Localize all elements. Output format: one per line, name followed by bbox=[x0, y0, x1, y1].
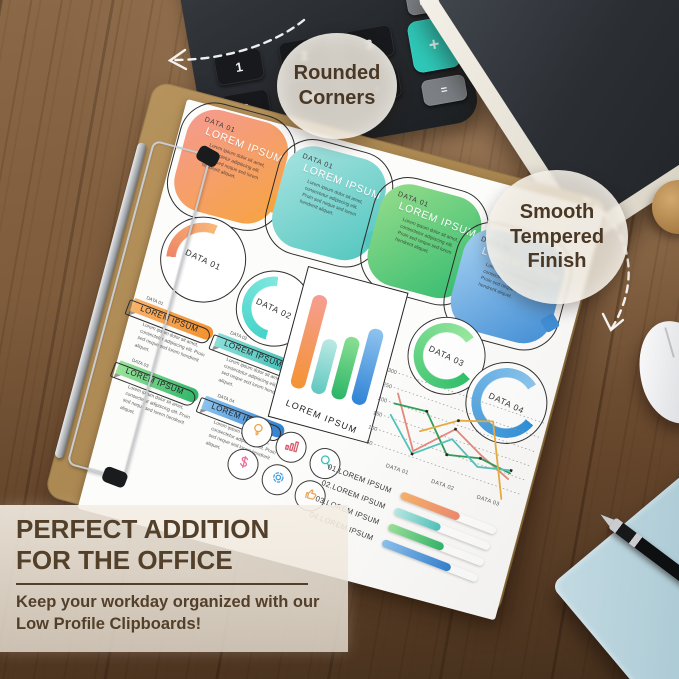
badge-line: Corners bbox=[298, 87, 376, 109]
x-axis-label: DATA 01 bbox=[385, 463, 410, 476]
line-series bbox=[389, 413, 512, 472]
banner-divider bbox=[16, 583, 308, 586]
marketing-banner: PERFECT ADDITION FOR THE OFFICE Keep you… bbox=[0, 505, 348, 652]
ribbon-fold bbox=[199, 408, 207, 416]
infographic-paper: DATA 01 LOREM IPSUM Lorem ipsum dolor sit … bbox=[77, 94, 605, 621]
line-chart: 300 250 200 150 100 50 DATA 01 DATA 02 DATA 03 bbox=[365, 368, 545, 508]
clipboard: DATA 01 LOREM IPSUM Lorem ipsum dolor sit … bbox=[43, 80, 609, 621]
y-tick-label: 200 bbox=[377, 396, 388, 405]
icon-circle bbox=[224, 445, 262, 484]
calc-key-=: = bbox=[420, 73, 469, 107]
lightbulb-icon bbox=[246, 420, 267, 444]
icon-circle bbox=[306, 444, 345, 483]
data-point-marker bbox=[509, 468, 513, 473]
icon-circle bbox=[258, 460, 297, 499]
y-tick-label: 50 bbox=[365, 440, 373, 448]
y-tick-label: 250 bbox=[382, 382, 393, 391]
banner-title-line: PERFECT ADDITION bbox=[16, 514, 270, 544]
dollar-icon bbox=[233, 452, 254, 476]
data-point-marker bbox=[445, 453, 449, 457]
gear-icon bbox=[267, 468, 288, 492]
search-icon bbox=[315, 451, 336, 475]
data-point-marker bbox=[410, 452, 414, 456]
tempered-finish-badge: Smooth Tempered Finish bbox=[486, 170, 628, 304]
icon-circle bbox=[272, 428, 311, 467]
rounded-corners-badge: Rounded Corners bbox=[277, 33, 397, 139]
banner-subtitle-line: Keep your workday organized with our bbox=[16, 593, 320, 612]
y-tick-label: 300 bbox=[387, 368, 398, 377]
data-point-marker bbox=[425, 409, 429, 414]
badge-line: Finish bbox=[527, 250, 587, 273]
line-series bbox=[419, 419, 503, 500]
badge-line: Smooth bbox=[519, 201, 595, 224]
calc-key-1: 1 bbox=[212, 46, 266, 87]
y-tick-label: 150 bbox=[372, 410, 383, 419]
ribbon-fold bbox=[211, 345, 220, 353]
banner-subtitle-line: Low Profile Clipboards! bbox=[16, 614, 202, 633]
data-point-marker bbox=[453, 427, 458, 431]
y-tick-label: 100 bbox=[367, 424, 378, 433]
hand-icon bbox=[300, 484, 321, 508]
x-axis-label: DATA 03 bbox=[476, 494, 501, 507]
badge-line: Rounded bbox=[293, 62, 381, 84]
data-point-marker bbox=[478, 456, 483, 461]
data-point-marker bbox=[456, 419, 461, 423]
x-axis-label: DATA 02 bbox=[430, 479, 455, 492]
banner-title-line: FOR THE OFFICE bbox=[16, 544, 233, 575]
icon-circle bbox=[291, 476, 330, 515]
growth-chart-icon bbox=[281, 435, 302, 459]
banner-title: PERFECT ADDITION FOR THE OFFICE bbox=[16, 514, 348, 575]
banner-subtitle: Keep your workday organized with our Low… bbox=[16, 592, 348, 635]
badge-line: Tempered bbox=[509, 225, 605, 248]
icon-circle bbox=[237, 412, 276, 451]
